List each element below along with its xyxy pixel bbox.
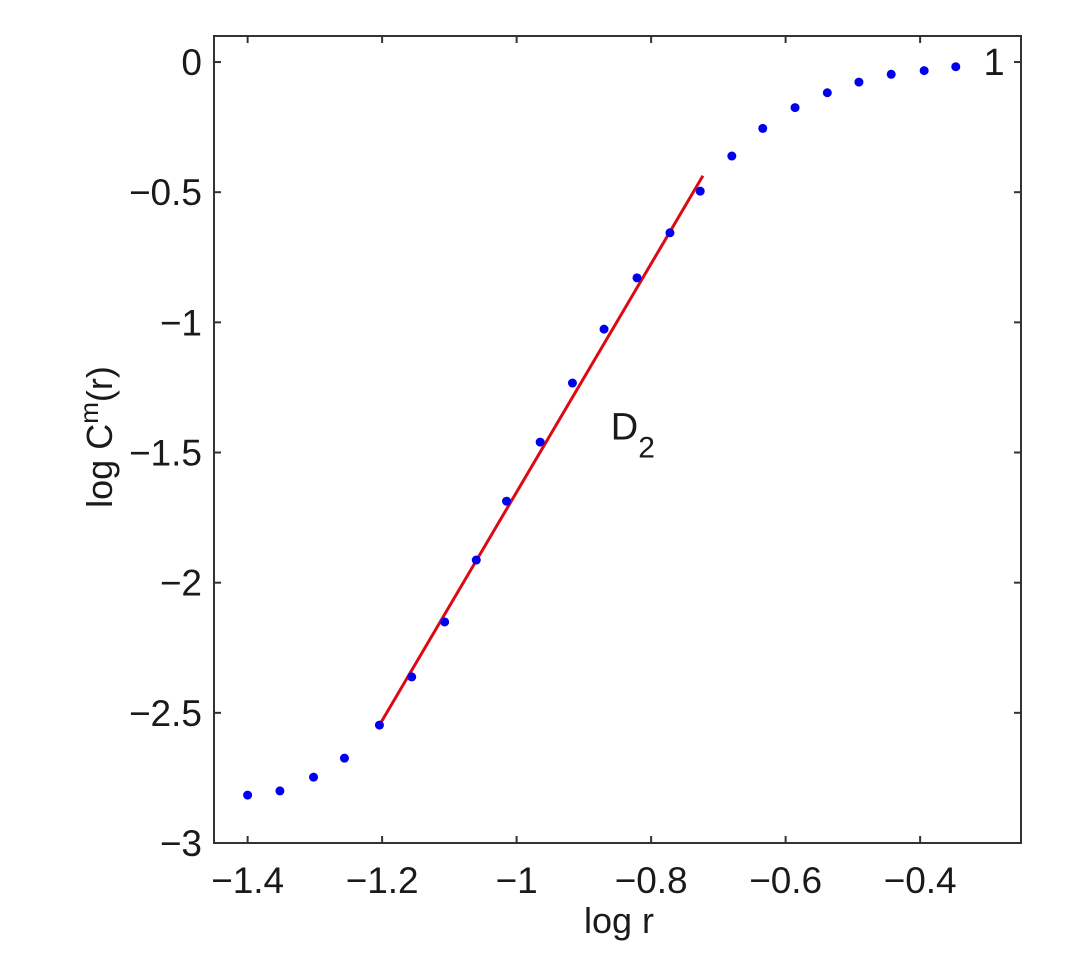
data-point <box>599 324 609 334</box>
y-axis-label-tail: (r) <box>79 366 120 402</box>
x-tick-label: −0.6 <box>749 860 822 901</box>
y-axis-ticks <box>214 61 1021 844</box>
d2-fit-line <box>378 175 705 726</box>
data-point <box>243 790 253 800</box>
data-point <box>471 555 481 565</box>
data-point <box>727 151 737 161</box>
data-point <box>567 378 577 388</box>
data-point <box>374 720 384 730</box>
annotations: D2 1 <box>611 42 1005 464</box>
data-point <box>665 228 675 238</box>
x-tick-labels: −1.4 −1.2 −1 −0.8 −0.6 −0.4 <box>211 860 957 901</box>
fit-line-layer <box>378 175 705 726</box>
x-tick-label: −0.8 <box>615 860 688 901</box>
y-axis-label-superscript: m <box>74 402 104 424</box>
data-point <box>951 62 961 72</box>
data-point <box>919 66 929 76</box>
data-point <box>502 496 512 506</box>
data-point <box>758 123 768 133</box>
axes-frame <box>213 35 1022 844</box>
y-tick-label: −2.5 <box>129 693 202 734</box>
y-axis-label: log Cm(r) <box>74 366 120 508</box>
data-point <box>535 437 545 447</box>
d2-subscript: 2 <box>638 431 655 464</box>
data-point <box>339 753 349 763</box>
data-point <box>886 69 896 79</box>
y-tick-label: −1 <box>160 302 202 343</box>
x-axis-label: log r <box>584 900 654 941</box>
y-tick-label: −3 <box>160 823 202 864</box>
data-point <box>854 77 864 87</box>
y-tick-label: 0 <box>181 42 202 83</box>
data-point <box>407 672 417 682</box>
data-point <box>790 103 800 113</box>
x-tick-label: −1.4 <box>211 860 284 901</box>
data-point <box>440 617 450 627</box>
data-point <box>309 772 319 782</box>
data-points-layer <box>243 62 961 800</box>
x-tick-label: −0.4 <box>884 860 957 901</box>
x-tick-label: −1 <box>496 860 538 901</box>
y-tick-label: −1.5 <box>129 433 202 474</box>
data-point <box>275 786 285 796</box>
one-annotation: 1 <box>984 42 1005 84</box>
y-axis-label-base: log C <box>79 424 120 508</box>
y-tick-label: −0.5 <box>129 172 202 213</box>
y-tick-labels: 0 −0.5 −1 −1.5 −2 −2.5 −3 <box>129 42 202 864</box>
d2-annotation: D2 <box>611 406 655 464</box>
data-point <box>822 88 832 98</box>
y-tick-label: −2 <box>160 563 202 604</box>
x-axis-ticks <box>246 36 922 843</box>
data-point <box>695 186 705 196</box>
data-point <box>632 273 642 283</box>
x-tick-label: −1.2 <box>346 860 419 901</box>
